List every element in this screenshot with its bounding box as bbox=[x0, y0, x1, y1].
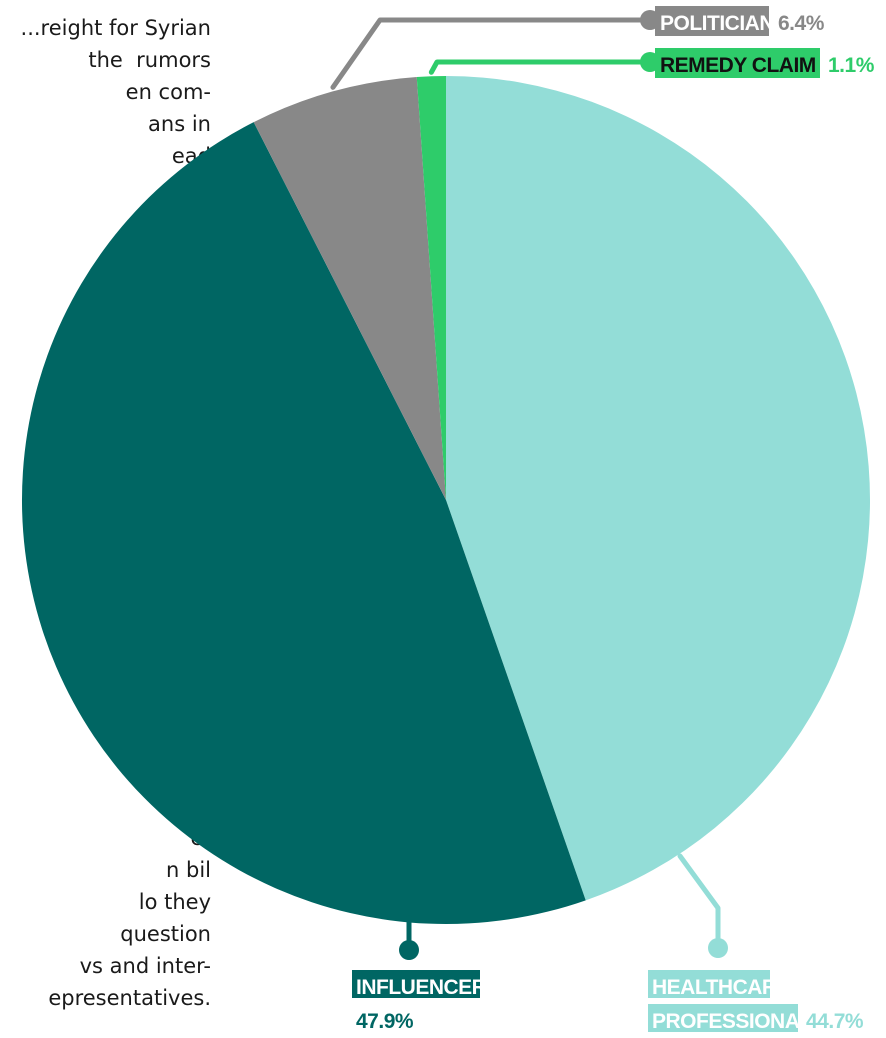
pie-slice-influencer bbox=[21, 122, 586, 925]
healthcare-professional-1-label-bg bbox=[648, 970, 770, 998]
healthcare-professional-leader-line bbox=[677, 853, 721, 951]
influencer-label: INFLUENCER bbox=[356, 976, 487, 999]
healthcare-professional-label-line2: PROFESSIONAL bbox=[652, 1010, 812, 1033]
article-text-line: n bil bbox=[166, 858, 211, 882]
pie-slice-politician bbox=[253, 77, 446, 500]
remedy-claim-leader-line bbox=[428, 59, 653, 75]
healthcare-professional-2-label-bg bbox=[648, 1004, 798, 1032]
article-text-line: vs and inter- bbox=[79, 954, 211, 978]
article-text-line: ...reight for Syrian bbox=[20, 16, 211, 40]
article-text-line: epresentatives. bbox=[48, 986, 211, 1010]
remedy-claim-label: REMEDY CLAIM bbox=[660, 54, 816, 77]
politician-label-bg bbox=[655, 6, 769, 36]
influencer-leader-dot bbox=[399, 940, 419, 960]
article-text-top: ...reight for Syrian the rumors en com-ans… bbox=[21, 12, 211, 204]
remedy-claim-value: 1.1% bbox=[828, 54, 875, 77]
article-text-line: ans in bbox=[148, 112, 211, 136]
article-text-line: question bbox=[120, 922, 211, 946]
healthcare-professional-value: 44.7% bbox=[806, 1010, 864, 1033]
politician-leader-line bbox=[330, 17, 653, 90]
pie-slice-remedy-claim bbox=[416, 76, 446, 500]
healthcare-professional-leader-dot bbox=[708, 938, 728, 958]
influencer-label-bg bbox=[352, 970, 480, 998]
article-text-line: en com- bbox=[125, 80, 211, 104]
influencer-value: 47.9% bbox=[356, 1010, 414, 1033]
politician-value: 6.4% bbox=[778, 12, 825, 35]
article-text-line: the rumors bbox=[88, 48, 211, 72]
pie-slice-healthcare-professional bbox=[446, 76, 871, 901]
article-text-line: lo they bbox=[138, 890, 211, 914]
healthcare-professional-label-line1: HEALTHCARE bbox=[652, 976, 791, 999]
remedy-claim-label-bg bbox=[655, 48, 820, 78]
politician-label: POLITICIAN bbox=[660, 12, 774, 35]
